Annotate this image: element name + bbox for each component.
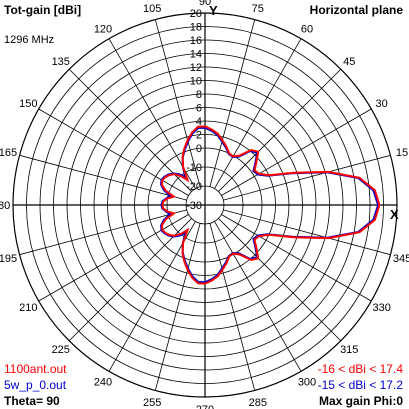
grid-spoke (209, 19, 256, 187)
angle-label: 300 (298, 377, 316, 389)
grid-spoke (68, 68, 192, 192)
trace-1100ant-out (160, 125, 381, 285)
radial-value-label: 12 (190, 62, 202, 74)
grid-spoke (38, 214, 189, 302)
angle-label: 180 (0, 200, 10, 212)
grid-spoke (218, 68, 342, 192)
radial-value-label: 10 (190, 76, 202, 88)
plane-label: Horizontal plane (309, 3, 403, 17)
frequency-label: 1296 MHz (4, 34, 55, 46)
angle-label: 15 (396, 147, 408, 159)
polar-grid (12, 12, 398, 398)
angle-label: 225 (52, 344, 70, 356)
angle-label: 195 (0, 253, 17, 265)
grid-spoke (19, 209, 187, 256)
radial-value-label: -10 (186, 162, 202, 174)
y-axis-label: Y (209, 3, 218, 18)
x-axis-label: X (390, 207, 399, 222)
radial-value-label: 4 (196, 116, 202, 128)
angle-label: 240 (94, 377, 112, 389)
radial-value-label: -20 (186, 181, 202, 193)
grid-spoke (223, 209, 391, 256)
angle-label: 165 (0, 147, 17, 159)
angle-label: 255 (143, 397, 161, 409)
chart-title: Tot-gain [dBi] (4, 3, 82, 17)
angle-label: 75 (252, 3, 264, 15)
grid-spoke (68, 218, 192, 342)
grid-spoke (19, 154, 187, 201)
angle-label: 90 (199, 0, 211, 8)
angle-label: 330 (372, 302, 390, 314)
theta-label: Theta= 90 (4, 394, 60, 408)
radial-value-label: 18 (190, 22, 202, 34)
grid-spoke (154, 223, 201, 391)
grid-spoke (38, 108, 189, 196)
grid-spoke (214, 221, 302, 372)
grid-spoke (108, 221, 196, 372)
grid-spoke (221, 214, 372, 302)
angle-label: 135 (52, 56, 70, 68)
max-gain-label: Max gain Phi:0 (318, 394, 403, 408)
radial-value-label: 8 (196, 89, 202, 101)
gain-traces (160, 125, 381, 285)
radial-value-label: 2 (196, 130, 202, 142)
legend-file-1: 1100ant.out (4, 362, 67, 376)
angle-label: 120 (94, 23, 112, 35)
angle-label: 210 (19, 302, 37, 314)
radial-value-label: 16 (190, 35, 202, 47)
radial-value-label: -30 (186, 200, 202, 212)
radial-value-label: 20 (190, 8, 202, 20)
grid-spoke (108, 38, 196, 189)
angle-label: 45 (343, 56, 355, 68)
grid-spoke (221, 108, 372, 196)
angle-label: 270 (196, 404, 214, 409)
grid-spoke (218, 218, 342, 342)
grid-spoke (154, 19, 201, 187)
radial-value-label: 0 (196, 143, 202, 155)
angle-label: 315 (340, 344, 358, 356)
angle-label: 105 (143, 3, 161, 15)
legend-file-2: 5w_p_0.out (4, 378, 67, 392)
angle-label: 30 (376, 98, 388, 110)
grid-spoke (223, 154, 391, 201)
radial-value-label: 14 (190, 49, 202, 61)
angle-label: 60 (301, 23, 313, 35)
radial-value-label: 6 (196, 103, 202, 115)
grid-spoke (209, 223, 256, 391)
angle-label: 285 (249, 397, 267, 409)
legend-range-2: -15 < dBi < 17.2 (317, 378, 403, 392)
angle-label: 150 (19, 98, 37, 110)
legend-range-1: -16 < dBi < 17.4 (317, 362, 403, 376)
angle-label: 345 (393, 253, 409, 265)
grid-spoke (214, 38, 302, 189)
